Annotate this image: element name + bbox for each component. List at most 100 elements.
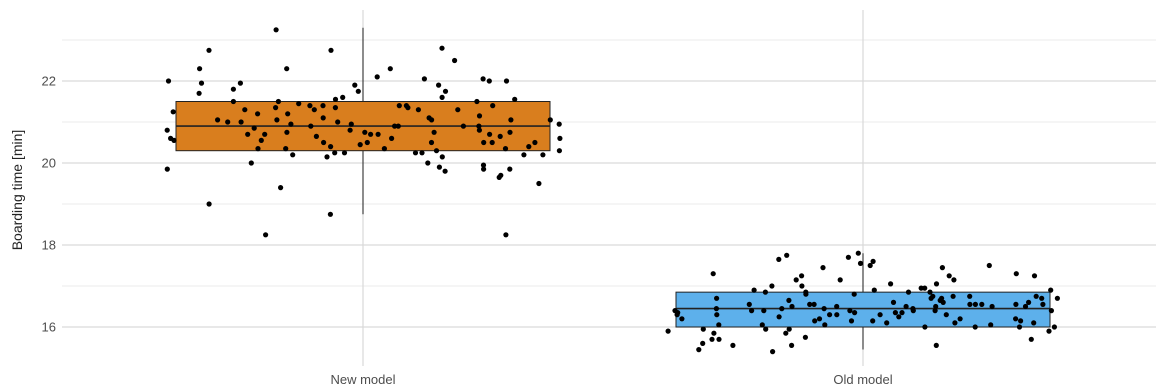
data-point — [793, 277, 799, 283]
data-point — [245, 131, 251, 137]
data-point — [168, 135, 174, 141]
data-point — [751, 287, 757, 293]
data-point — [761, 308, 767, 314]
data-point — [899, 310, 905, 316]
data-point — [540, 152, 546, 158]
data-point — [532, 139, 538, 146]
data-point — [769, 283, 775, 289]
data-point — [206, 201, 212, 207]
data-point — [903, 303, 909, 310]
data-point — [258, 137, 264, 143]
data-point — [436, 82, 442, 88]
data-point — [820, 265, 826, 271]
x-axis-ticks: New model Old model — [330, 372, 892, 387]
data-point — [783, 330, 789, 336]
data-point — [335, 119, 341, 125]
data-point — [431, 129, 437, 135]
box-layer — [175, 27, 1051, 350]
data-point — [1040, 301, 1046, 307]
data-point — [799, 283, 805, 289]
data-point — [503, 78, 510, 84]
data-point — [979, 301, 985, 307]
data-point — [922, 324, 928, 330]
data-point — [498, 172, 504, 178]
data-point — [512, 96, 518, 102]
data-point — [307, 103, 313, 109]
data-point — [290, 152, 296, 158]
data-point — [460, 123, 466, 129]
data-point — [811, 301, 817, 307]
data-point — [952, 320, 958, 326]
data-point — [412, 150, 419, 156]
data-point — [164, 127, 170, 133]
data-point — [230, 98, 236, 105]
data-point — [972, 324, 978, 330]
data-point — [225, 119, 231, 125]
data-point — [789, 342, 795, 348]
data-point — [763, 326, 769, 332]
data-point — [943, 312, 949, 318]
data-point — [274, 117, 280, 123]
data-point — [951, 277, 957, 283]
data-point — [348, 121, 354, 127]
data-point — [328, 47, 334, 53]
data-point — [368, 131, 374, 137]
data-point — [803, 291, 809, 297]
y-tick-label: 18 — [42, 238, 56, 253]
data-point — [1013, 271, 1019, 277]
data-point — [320, 103, 326, 109]
data-point — [852, 310, 858, 316]
data-point — [932, 308, 938, 314]
data-points-layer — [164, 27, 1060, 355]
data-point — [357, 142, 363, 148]
data-point — [262, 131, 268, 137]
data-point — [857, 260, 864, 266]
data-point — [888, 281, 894, 287]
data-point — [436, 164, 442, 170]
data-point — [946, 273, 952, 279]
data-point — [362, 129, 368, 135]
data-point — [327, 211, 333, 217]
data-point — [341, 150, 348, 156]
data-point — [355, 88, 361, 94]
data-point — [847, 308, 853, 314]
data-point — [822, 322, 828, 328]
x-tick-label: Old model — [833, 372, 892, 387]
data-point — [986, 262, 992, 269]
data-point — [1013, 316, 1019, 322]
data-point — [415, 107, 421, 113]
data-point — [238, 119, 244, 125]
data-point — [374, 74, 380, 80]
data-point — [481, 166, 487, 172]
data-point — [242, 107, 248, 113]
data-point — [263, 232, 269, 238]
data-point — [776, 314, 782, 320]
data-point — [884, 320, 890, 326]
data-point — [930, 293, 936, 299]
data-point — [711, 330, 717, 336]
data-point — [503, 232, 509, 238]
data-point — [867, 262, 873, 269]
data-point — [714, 295, 720, 301]
data-point — [375, 131, 381, 137]
data-point — [308, 123, 314, 129]
data-point — [679, 316, 685, 322]
data-point — [255, 146, 261, 152]
data-point — [988, 322, 994, 328]
data-point — [556, 121, 562, 127]
data-point — [284, 129, 290, 135]
data-point — [324, 154, 330, 160]
data-point — [275, 98, 281, 105]
data-point — [672, 308, 678, 314]
data-point — [526, 144, 532, 150]
data-point — [521, 152, 527, 158]
data-point — [834, 312, 840, 318]
data-point — [1054, 295, 1060, 301]
y-tick-label: 16 — [42, 320, 56, 335]
data-point — [1033, 293, 1039, 299]
data-point — [1031, 320, 1037, 326]
data-point — [439, 94, 445, 100]
data-point — [1028, 336, 1034, 342]
data-point — [933, 303, 939, 310]
data-point — [714, 312, 720, 318]
